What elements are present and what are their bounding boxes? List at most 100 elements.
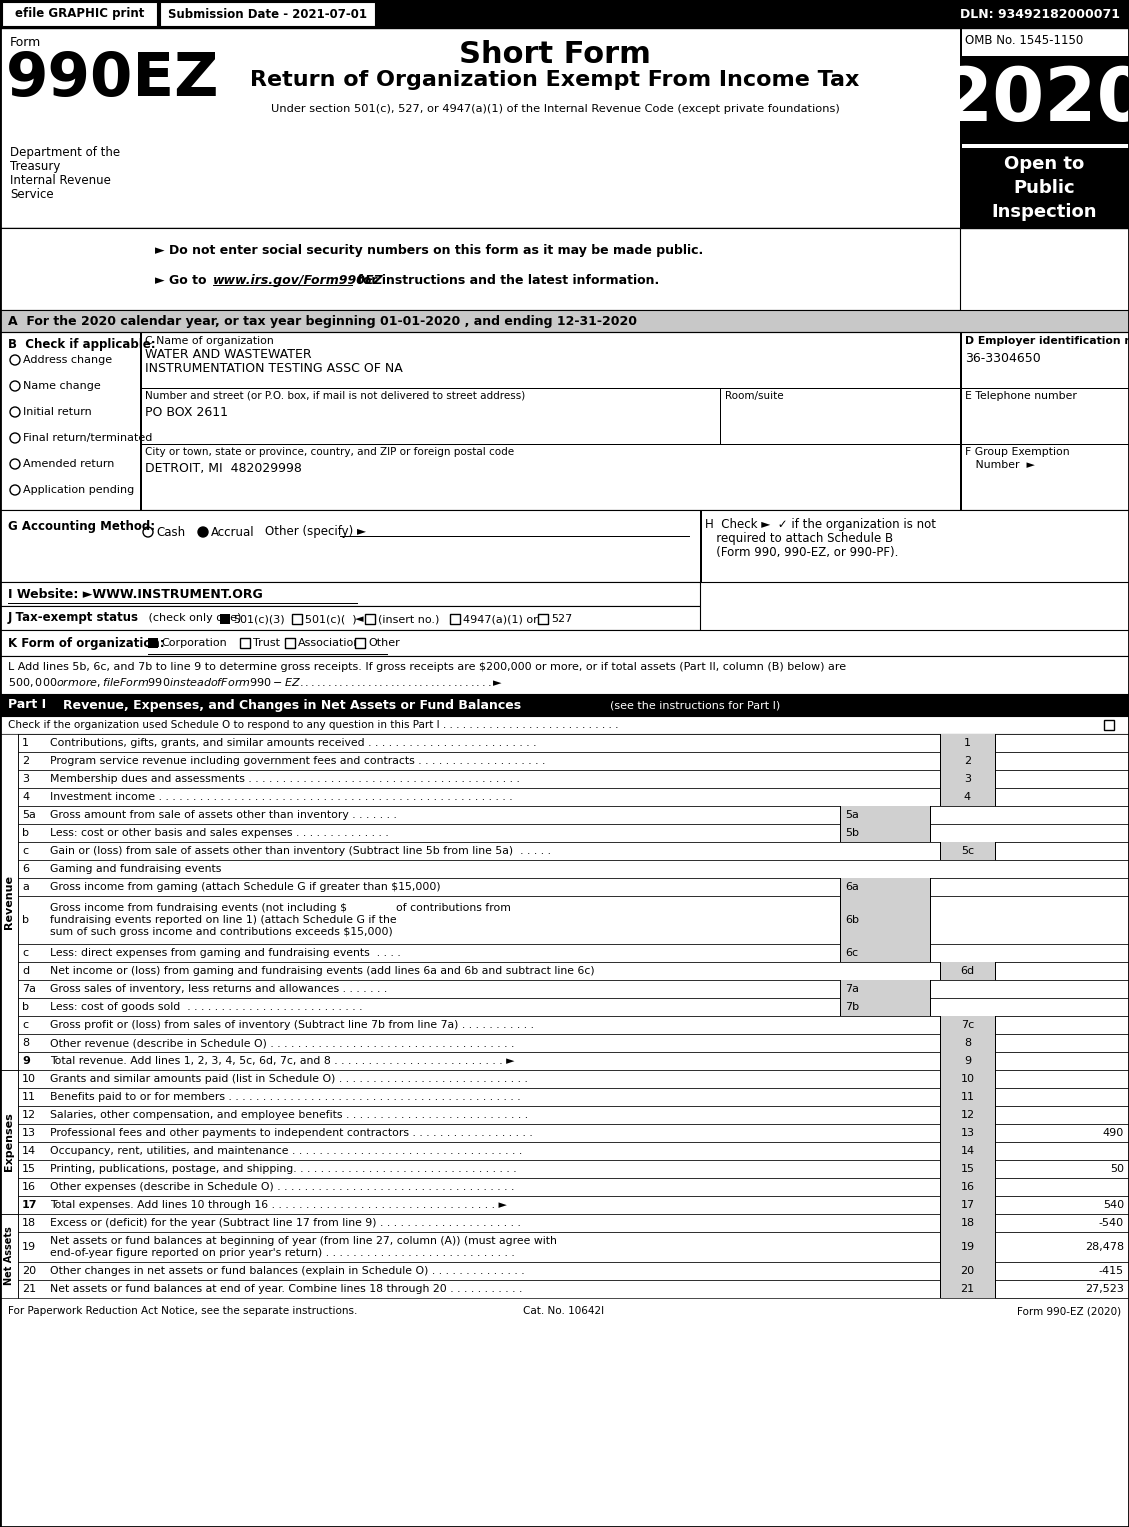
Text: Check if the organization used Schedule O to respond to any question in this Par: Check if the organization used Schedule … [8,721,619,730]
Bar [995,1106,1129,1124]
Text: (insert no.): (insert no.) [378,614,439,625]
Bar [18,806,1129,825]
Bar [285,638,295,647]
Text: c: c [21,948,28,957]
Text: b: b [21,828,29,838]
Text: Other: Other [368,638,400,647]
Bar [1104,721,1114,730]
Bar [940,1142,995,1161]
Text: 19: 19 [961,1241,974,1252]
Text: H  Check ►  ✓ if the organization is not: H Check ► ✓ if the organization is not [704,518,936,531]
Bar [940,1214,995,1232]
Bar [840,999,930,1015]
Text: Net Assets: Net Assets [5,1226,14,1286]
Text: Investment income . . . . . . . . . . . . . . . . . . . . . . . . . . . . . . . : Investment income . . . . . . . . . . . … [50,793,513,802]
Bar [18,841,1129,860]
Bar [840,980,930,999]
Text: 13: 13 [961,1128,974,1138]
Bar [995,1261,1129,1280]
Text: Final return/terminated: Final return/terminated [23,434,152,443]
Text: Gross amount from sale of assets other than inventory . . . . . . .: Gross amount from sale of assets other t… [50,809,397,820]
Text: 9: 9 [964,1057,971,1066]
Text: Gain or (loss) from sale of assets other than inventory (Subtract line 5b from l: Gain or (loss) from sale of assets other… [50,846,551,857]
Bar [940,1052,995,1070]
Bar [940,734,995,751]
Bar [0,1070,18,1214]
Text: Initial return: Initial return [23,408,91,417]
Bar [0,693,1129,716]
Text: Gaming and fundraising events: Gaming and fundraising events [50,864,221,873]
Bar [18,878,1129,896]
Text: Cash: Cash [156,525,185,539]
Bar [220,614,230,625]
Bar [995,751,1129,770]
Text: -540: -540 [1099,1219,1124,1228]
Bar [940,1015,995,1034]
Bar [995,1070,1129,1089]
Text: Service: Service [10,188,53,202]
Text: 8: 8 [21,1038,29,1048]
Bar [0,331,1129,510]
Text: b: b [21,915,29,925]
Bar [18,825,1129,841]
Bar [18,860,1129,878]
Text: Grants and similar amounts paid (list in Schedule O) . . . . . . . . . . . . . .: Grants and similar amounts paid (list in… [50,1073,528,1084]
Text: Net assets or fund balances at beginning of year (from line 27, column (A)) (mus: Net assets or fund balances at beginning… [50,1237,557,1258]
Text: 990EZ: 990EZ [6,50,219,108]
Bar [995,734,1129,751]
Bar [18,1106,1129,1124]
Bar [18,751,1129,770]
Text: 15: 15 [961,1164,974,1174]
Bar [0,631,1129,657]
Text: 6b: 6b [844,915,859,925]
Text: Less: cost or other basis and sales expenses . . . . . . . . . . . . . .: Less: cost or other basis and sales expe… [50,828,388,838]
Bar [18,962,1129,980]
Text: 36-3304650: 36-3304650 [965,353,1041,365]
Bar [18,1232,1129,1261]
Bar [18,1015,1129,1034]
Bar [995,1124,1129,1142]
Text: Address change: Address change [23,354,112,365]
Text: Open to
Public
Inspection: Open to Public Inspection [991,156,1096,220]
Text: 13: 13 [21,1128,36,1138]
Bar [18,734,1129,751]
Bar [0,310,1129,331]
Text: 18: 18 [21,1219,36,1228]
Text: Less: direct expenses from gaming and fundraising events  . . . .: Less: direct expenses from gaming and fu… [50,948,401,957]
Text: For Paperwork Reduction Act Notice, see the separate instructions.: For Paperwork Reduction Act Notice, see … [8,1306,358,1316]
Text: 11: 11 [21,1092,36,1102]
Bar [940,751,995,770]
Bar [18,896,1129,944]
Bar [940,1161,995,1177]
Text: 17: 17 [21,1200,37,1209]
Text: 5c: 5c [961,846,974,857]
Text: 12: 12 [961,1110,974,1119]
Text: E Telephone number: E Telephone number [965,391,1077,402]
Text: 501(c)(  ): 501(c)( ) [305,614,357,625]
Text: c: c [21,1020,28,1031]
Text: Less: cost of goods sold  . . . . . . . . . . . . . . . . . . . . . . . . . .: Less: cost of goods sold . . . . . . . .… [50,1002,362,1012]
Text: Net assets or fund balances at end of year. Combine lines 18 through 20 . . . . : Net assets or fund balances at end of ye… [50,1284,523,1293]
Bar [995,841,1129,860]
Text: 10: 10 [21,1073,36,1084]
Text: required to attach Schedule B: required to attach Schedule B [704,531,893,545]
Bar [18,944,1129,962]
Text: Occupancy, rent, utilities, and maintenance . . . . . . . . . . . . . . . . . . : Occupancy, rent, utilities, and maintena… [50,1145,523,1156]
Bar [18,1214,1129,1232]
Bar [940,962,995,980]
Text: Salaries, other compensation, and employee benefits . . . . . . . . . . . . . . : Salaries, other compensation, and employ… [50,1110,528,1119]
Text: 501(c)(3): 501(c)(3) [233,614,285,625]
Bar [0,582,700,606]
Text: Gross income from gaming (attach Schedule G if greater than $15,000): Gross income from gaming (attach Schedul… [50,883,440,892]
Bar [0,716,1129,734]
Bar [450,614,460,625]
Text: PO BOX 2611: PO BOX 2611 [145,406,228,418]
Text: 11: 11 [961,1092,974,1102]
Text: 4: 4 [21,793,29,802]
Bar [2,2,157,26]
Text: Total expenses. Add lines 10 through 16 . . . . . . . . . . . . . . . . . . . . : Total expenses. Add lines 10 through 16 … [50,1200,507,1209]
Bar [0,606,700,631]
Text: 4: 4 [964,793,971,802]
Bar [160,2,375,26]
Text: 6d: 6d [961,967,974,976]
